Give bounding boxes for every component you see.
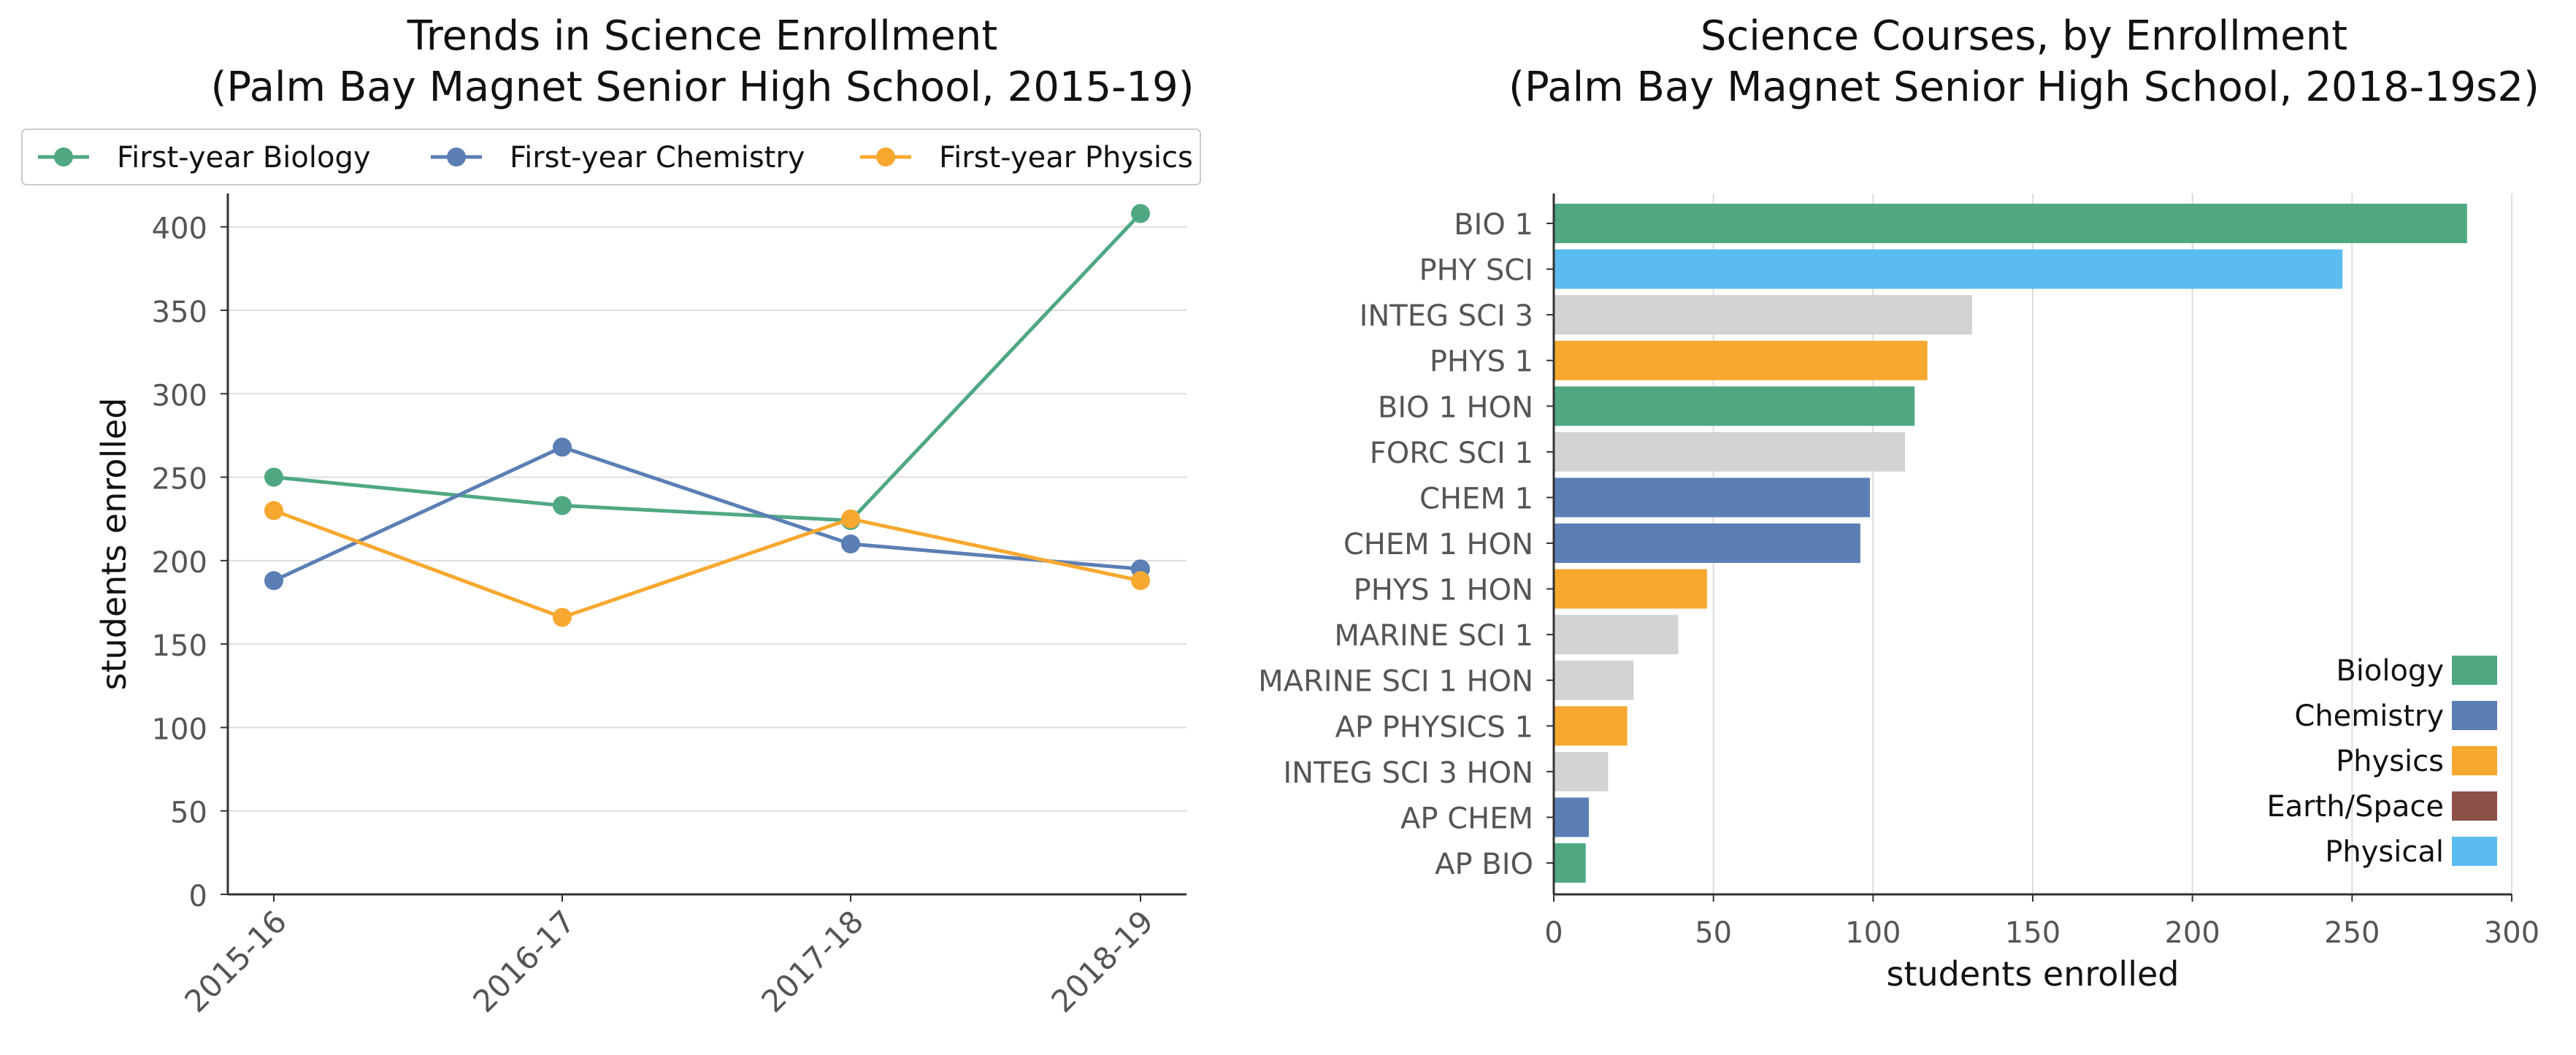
bar-chart-legend-swatch [2452, 746, 2497, 775]
line-chart-gridlines [228, 226, 1187, 812]
bar-chart-category-label: INTEG SCI 3 [1360, 299, 1533, 333]
bar-chart-category-label: PHYS 1 [1430, 345, 1533, 379]
line-chart-title-line-2: (Palm Bay Magnet Senior High School, 201… [211, 64, 1195, 111]
bar [1554, 295, 1972, 335]
bar-chart-legend-label: Biology [2336, 654, 2444, 688]
bar-chart-x-tick-label: 100 [1845, 916, 1901, 950]
bar-chart-category-labels: BIO 1 PHY SCI INTEG SCI 3 PHYS 1 BIO 1 HON FO… [1258, 208, 1554, 881]
bar-chart-legend-label: Physics [2336, 745, 2444, 778]
bar-chart-x-tick-label: 300 [2484, 916, 2539, 950]
bar-chart-category-label: PHY SCI [1419, 254, 1533, 288]
bar-chart-x-tick-label: 200 [2164, 916, 2220, 950]
line-chart-title-line-1: Trends in Science Enrollment [407, 12, 997, 60]
bar-chart-category-label: INTEG SCI 3 HON [1283, 756, 1533, 790]
bar-chart-title-line-2: (Palm Bay Magnet Senior High School, 201… [1509, 64, 2539, 111]
bar-chart-x-ticks: 0 50 100 150 200 250 300 [1544, 894, 2539, 950]
bar [1554, 615, 1679, 655]
bar-chart-category-label: CHEM 1 [1419, 482, 1533, 515]
line-chart-legend-label: First-year Biology [117, 141, 371, 174]
bar-chart-category-label: BIO 1 [1454, 208, 1533, 242]
bar [1554, 249, 2343, 289]
bar-chart-category-label: PHYS 1 HON [1354, 574, 1533, 607]
line-series-point [841, 534, 860, 553]
bar-chart-category-label: FORC SCI 1 [1370, 437, 1533, 470]
line-chart-y-tick-label: 150 [152, 629, 207, 663]
line-chart: Trends in Science Enrollment (Palm Bay M… [21, 12, 1201, 1019]
line-series-point [553, 496, 572, 515]
bar-chart-x-tick-label: 250 [2324, 916, 2380, 950]
bar-chart-bars [1554, 204, 2467, 883]
bar [1554, 340, 1928, 380]
line-chart-x-tick-label: 2016-17 [466, 903, 582, 1019]
line-chart-x-tick-label: 2015-16 [177, 903, 294, 1019]
line-chart-y-tick-label: 100 [152, 713, 207, 746]
line-series-point [264, 467, 283, 487]
bar-chart-category-label: CHEM 1 HON [1343, 528, 1533, 561]
line-series-point [1131, 204, 1150, 223]
line-chart-legend-label: First-year Physics [939, 141, 1193, 174]
line-chart-y-tick-label: 0 [189, 880, 207, 913]
bar-chart-category-label: AP PHYSICS 1 [1335, 710, 1533, 744]
line-series-point [264, 571, 283, 591]
bar-chart-legend-swatch [2452, 791, 2497, 821]
line-chart-legend-label: First-year Chemistry [510, 141, 805, 174]
bar-chart-legend-swatch [2452, 656, 2497, 685]
bar [1554, 751, 1609, 791]
line-chart-legend: First-year Biology First-year Chemistry Fi… [21, 128, 1201, 185]
bar-chart-x-tick-label: 0 [1544, 916, 1563, 950]
line-chart-x-tick-label: 2018-19 [1044, 903, 1160, 1019]
line-series-point [264, 501, 283, 521]
bar-chart-category-label: MARINE SCI 1 HON [1258, 665, 1533, 699]
bar-chart-legend-label: Physical [2325, 835, 2444, 869]
bar-chart-x-axis-label: students enrolled [1887, 954, 2180, 994]
bar-chart-legend-label: Chemistry [2294, 699, 2444, 733]
bar-chart-category-label: MARINE SCI 1 [1334, 619, 1533, 653]
line-chart-y-tick-label: 50 [170, 797, 207, 830]
bar [1554, 706, 1628, 746]
bar [1554, 797, 1590, 837]
bar [1554, 660, 1634, 700]
line-series-point [841, 509, 860, 529]
bar [1554, 477, 1870, 518]
bar [1554, 386, 1915, 426]
line-series-path [273, 212, 1142, 523]
line-series-path [272, 445, 1141, 583]
bar-chart-category-label: AP CHEM [1400, 802, 1533, 835]
bar-chart-legend: Biology Chemistry Physics Earth/Space Physic… [2266, 654, 2497, 869]
line-chart-x-tick-label: 2017-18 [754, 903, 870, 1019]
bar-chart: Science Courses, by Enrollment (Palm Bay… [1258, 12, 2539, 994]
bar-chart-legend-swatch [2452, 837, 2497, 866]
bar-chart-category-label: BIO 1 HON [1378, 391, 1533, 424]
bar [1554, 569, 1707, 609]
line-chart-y-tick-label: 250 [152, 463, 207, 496]
bar-chart-legend-label: Earth/Space [2266, 790, 2444, 824]
bar [1554, 523, 1860, 563]
bar [1554, 843, 1586, 883]
bar-chart-x-tick-label: 50 [1695, 916, 1732, 950]
line-series-point [553, 437, 572, 457]
line-chart-y-ticks: 0 50 100 150 200 250 300 350 400 [152, 212, 228, 913]
bar-chart-category-label: AP BIO [1435, 848, 1533, 881]
line-chart-axes [226, 193, 1187, 896]
bar-chart-x-tick-label: 150 [2005, 916, 2061, 950]
line-chart-y-tick-label: 300 [152, 379, 207, 413]
line-chart-legend-marker [876, 147, 895, 166]
line-chart-series [264, 204, 1150, 627]
line-chart-y-tick-label: 350 [152, 296, 207, 329]
line-chart-legend-marker [447, 147, 466, 166]
bar [1554, 431, 1906, 472]
line-series-point [553, 607, 572, 627]
line-series-path [273, 508, 1141, 620]
line-chart-y-axis-label: students enrolled [94, 398, 134, 691]
line-chart-legend-frame [21, 128, 1201, 185]
line-series-point [1131, 571, 1150, 591]
bar [1554, 204, 2467, 243]
line-chart-y-tick-label: 200 [152, 546, 207, 580]
bar-chart-legend-swatch [2452, 701, 2497, 730]
bar-chart-title-line-1: Science Courses, by Enrollment [1701, 12, 2347, 60]
line-chart-y-tick-label: 400 [152, 212, 207, 246]
line-chart-x-ticks: 2015-16 2016-17 2017-18 2018-19 [177, 894, 1160, 1019]
line-chart-legend-marker [54, 147, 73, 166]
